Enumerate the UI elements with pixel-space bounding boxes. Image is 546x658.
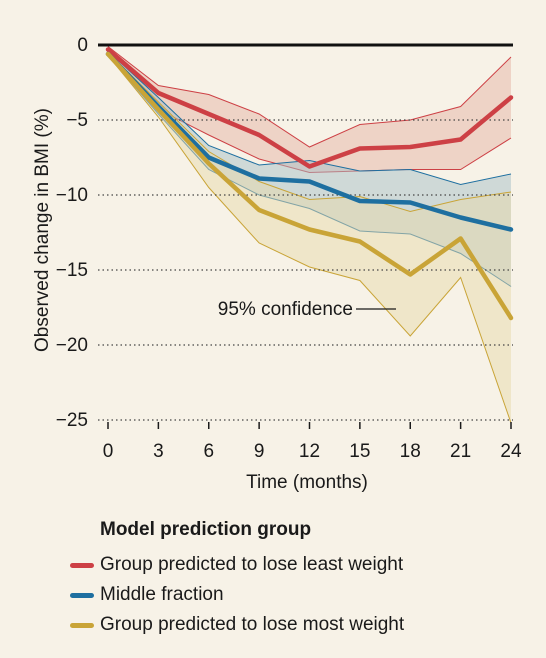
confidence-upper-1: [107, 50, 512, 186]
confidence-annotation: 95% confidence: [218, 299, 353, 320]
legend-title: Model prediction group: [100, 519, 312, 540]
confidence-band-0: [108, 46, 511, 173]
y-tick-label: −5: [66, 110, 88, 131]
x-axis-label: Time (months): [246, 472, 368, 493]
x-tick-label: 21: [450, 441, 471, 462]
series-line-1: [105, 51, 514, 232]
legend-label-middle: Middle fraction: [100, 584, 224, 605]
confidence-lower-2: [107, 55, 512, 424]
legend-swatch-least: [70, 562, 94, 568]
confidence-upper-2: [107, 52, 512, 213]
chart-plot: Observed change in BMI (%) Time (months)…: [32, 35, 522, 493]
legend-item-most: Group predicted to lose most weight: [70, 610, 404, 640]
legend-item-middle: Middle fraction: [70, 580, 404, 610]
x-tick-label: 12: [299, 441, 320, 462]
series-line-2: [105, 51, 514, 321]
y-axis-label: Observed change in BMI (%): [32, 108, 53, 352]
x-tick-label: 15: [349, 441, 370, 462]
x-tick-label: 0: [103, 441, 114, 462]
series-line-0: [105, 47, 514, 169]
y-tick-label: 0: [77, 35, 88, 56]
x-tick-label: 18: [400, 441, 421, 462]
y-tick-label: −20: [56, 335, 88, 356]
legend-item-least: Group predicted to lose least weight: [70, 550, 404, 580]
legend-swatch-middle: [70, 592, 94, 598]
legend: Model prediction group Group predicted t…: [70, 518, 404, 640]
legend-label-most: Group predicted to lose most weight: [100, 614, 405, 635]
x-tick-label: 6: [203, 441, 214, 462]
y-tick-label: −25: [56, 410, 88, 431]
confidence-upper-0: [107, 46, 512, 148]
x-tick-label: 24: [500, 441, 522, 462]
x-tick-label: 3: [153, 441, 164, 462]
confidence-band-2: [108, 52, 511, 423]
y-tick-label: −15: [56, 260, 88, 281]
x-tick-label: 9: [254, 441, 265, 462]
legend-label-least: Group predicted to lose least weight: [100, 554, 404, 575]
legend-swatch-most: [70, 622, 94, 628]
y-tick-label: −10: [56, 185, 88, 206]
